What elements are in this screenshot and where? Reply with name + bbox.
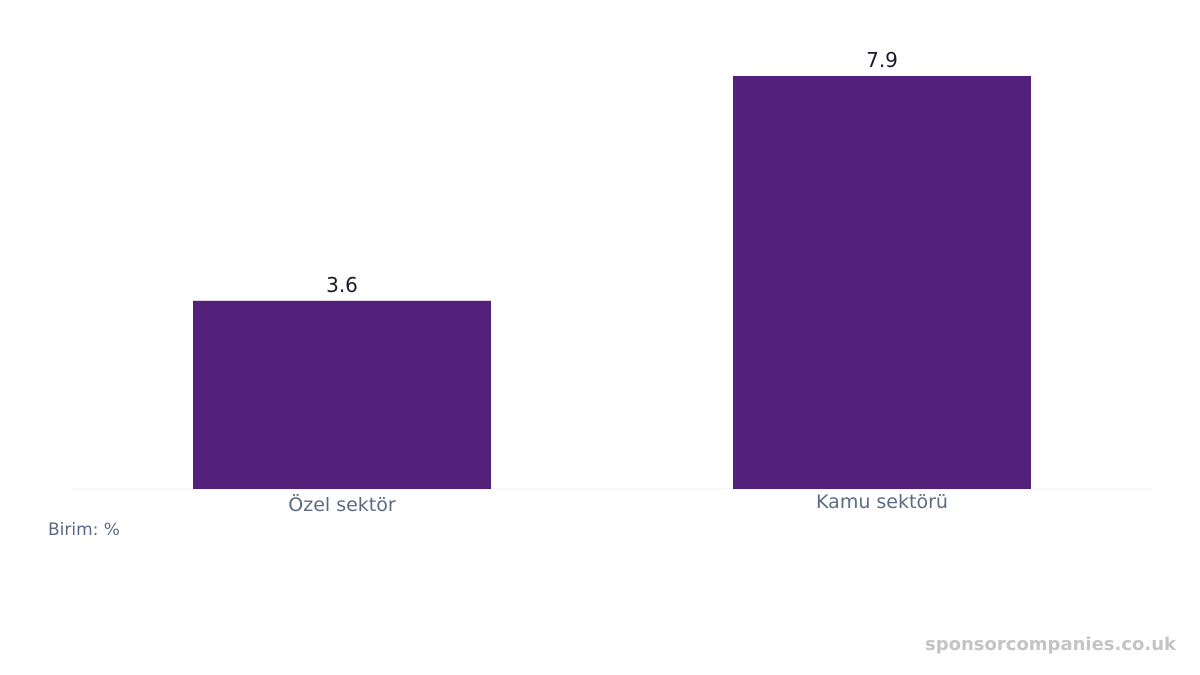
value-label-0: 3.6 [326, 273, 358, 297]
bar-1 [733, 76, 1031, 489]
category-label-0: Özel sektör [288, 493, 396, 516]
category-label-1: Kamu sektörü [816, 491, 948, 513]
unit-note: Birim: % [48, 520, 120, 540]
watermark: sponsorcompanies.co.uk [925, 634, 1176, 655]
bar-0 [193, 300, 491, 489]
value-label-1: 7.9 [866, 48, 898, 72]
